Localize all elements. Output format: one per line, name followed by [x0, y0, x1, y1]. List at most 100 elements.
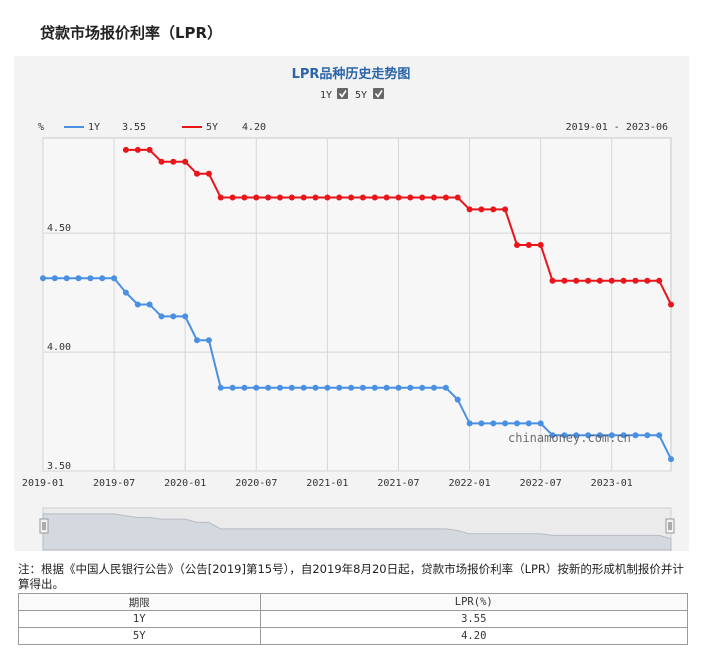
data-point: [656, 432, 663, 439]
data-point: [359, 194, 366, 201]
data-point: [395, 194, 402, 201]
chart-series: [40, 146, 674, 463]
data-point: [241, 194, 248, 201]
data-point: [63, 275, 70, 282]
data-point: [525, 420, 532, 427]
data-point: [182, 313, 189, 320]
data-point: [217, 384, 224, 391]
data-point: [514, 242, 520, 248]
legend-1y-value: 3.55: [122, 122, 146, 133]
toggle-1y-label: 1Y: [320, 90, 332, 101]
data-point: [466, 420, 473, 427]
data-point: [241, 384, 248, 391]
table-header-row: 期限 LPR(%): [18, 593, 689, 611]
data-point: [205, 337, 212, 344]
x-tick-label: 2019-01: [22, 478, 64, 489]
data-point: [336, 194, 343, 201]
data-point: [478, 206, 485, 213]
data-point: [585, 277, 592, 284]
data-point: [573, 432, 580, 439]
x-tick-label: 2020-01: [164, 478, 206, 489]
data-point: [502, 420, 509, 427]
data-point: [525, 242, 532, 248]
data-point: [75, 275, 82, 282]
data-point: [312, 194, 319, 201]
data-point: [205, 170, 212, 177]
data-point: [668, 456, 674, 463]
data-point: [277, 384, 283, 391]
data-point: [561, 432, 568, 439]
data-point: [277, 194, 283, 201]
data-point: [454, 194, 461, 201]
toggle-5y-checkbox[interactable]: [373, 88, 384, 99]
data-point: [348, 194, 355, 201]
data-point: [111, 275, 118, 282]
date-range-label: 2019-01 - 2023-06: [566, 122, 668, 133]
data-point: [146, 301, 153, 308]
data-point: [122, 146, 129, 153]
data-point: [336, 384, 343, 391]
x-tick-label: 2021-01: [306, 478, 348, 489]
legend-5y-label: 5Y: [206, 122, 218, 133]
data-point: [585, 432, 592, 439]
data-point: [348, 384, 355, 391]
data-point: [134, 301, 141, 308]
y-tick-label: 4.50: [47, 223, 71, 234]
table-row: 1Y 3.55: [18, 610, 689, 628]
footnote: 注：根据《中国人民银行公告》（公告[2019]第15号），自2019年8月20日…: [18, 562, 684, 591]
data-point: [502, 206, 509, 213]
table-header-term: 期限: [18, 593, 261, 611]
data-point: [300, 384, 307, 391]
legend-1y-label: 1Y: [88, 122, 100, 133]
data-point: [466, 206, 473, 213]
data-point: [40, 275, 46, 282]
data-point: [668, 301, 674, 308]
data-point: [134, 146, 141, 153]
data-point: [490, 420, 497, 427]
data-point: [419, 194, 426, 201]
watermark: chinamoney.com.cn: [508, 431, 631, 445]
data-point: [632, 432, 639, 439]
table-cell-term: 1Y: [18, 610, 261, 628]
data-point: [632, 277, 639, 284]
data-point: [537, 420, 544, 427]
toggle-1y-checkbox[interactable]: [337, 88, 348, 99]
x-tick-label: 2019-07: [93, 478, 135, 489]
data-point: [478, 420, 485, 427]
data-point: [514, 420, 520, 427]
data-point: [288, 194, 295, 201]
range-handle-left[interactable]: [39, 518, 49, 534]
data-point: [324, 194, 331, 201]
table-header-rate: LPR(%): [259, 593, 689, 611]
x-tick-label: 2022-01: [448, 478, 490, 489]
legend-1y[interactable]: 1Y 3.55: [64, 122, 146, 133]
data-point: [324, 384, 331, 391]
data-point: [300, 194, 307, 201]
x-axis-ticks: 2019-01 2019-07 2020-01 2020-07 2021-01 2021-…: [22, 478, 633, 489]
data-point: [431, 384, 437, 391]
data-point: [371, 194, 378, 201]
data-point: [158, 158, 165, 165]
data-point: [644, 432, 651, 439]
range-handle-right[interactable]: [665, 518, 675, 534]
table-cell-rate: 3.55: [259, 610, 689, 628]
data-point: [229, 384, 236, 391]
table-row: 5Y 4.20: [18, 627, 689, 645]
data-point: [288, 384, 295, 391]
data-point: [312, 384, 319, 391]
data-point: [596, 432, 603, 439]
data-point: [122, 289, 129, 296]
data-point: [442, 194, 449, 201]
series-5y: [122, 146, 674, 308]
legend-5y[interactable]: 5Y 4.20: [182, 122, 266, 133]
range-navigator[interactable]: [39, 507, 675, 553]
y-tick-label: 3.50: [47, 461, 71, 472]
y-tick-label: 4.00: [47, 342, 71, 353]
data-point: [537, 242, 544, 248]
data-point: [431, 194, 437, 201]
data-point: [158, 313, 165, 320]
data-point: [229, 194, 236, 201]
data-point: [620, 432, 627, 439]
data-point: [265, 194, 272, 201]
table-cell-rate: 4.20: [259, 627, 689, 645]
